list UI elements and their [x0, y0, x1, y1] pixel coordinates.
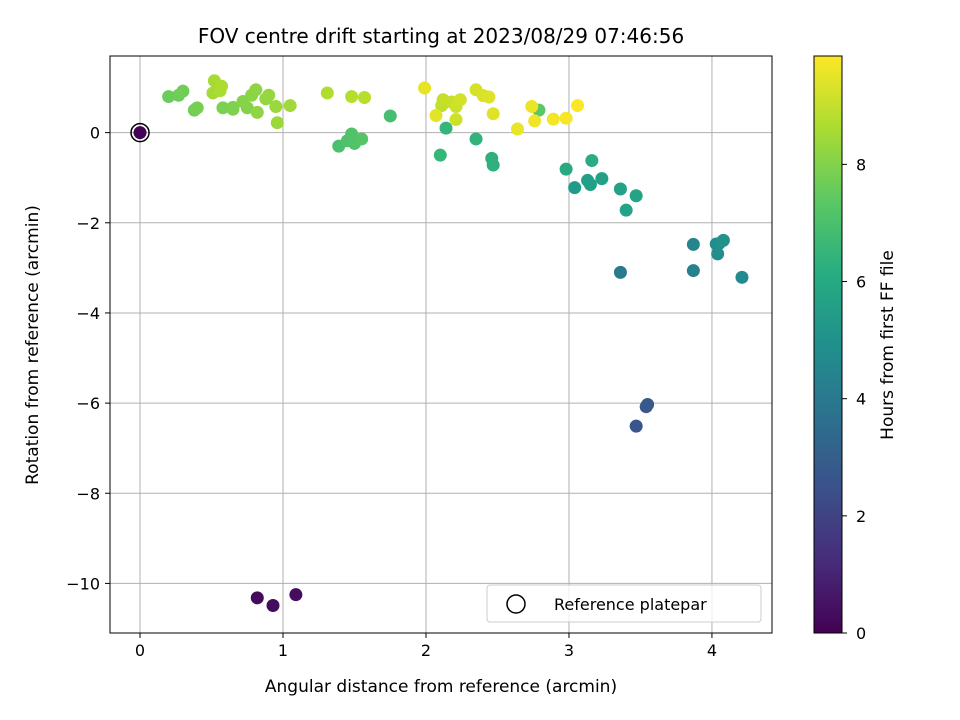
colorbar-tick-label: 0: [856, 624, 866, 643]
data-point: [355, 132, 369, 146]
data-point: [583, 177, 597, 191]
x-tick-label: 3: [564, 641, 574, 660]
x-tick-label: 1: [278, 641, 288, 660]
data-point: [453, 93, 467, 107]
colorbar-label: Hours from first FF file: [878, 250, 898, 440]
data-point: [546, 112, 560, 126]
data-point: [568, 181, 582, 195]
data-point: [250, 591, 264, 605]
colorbar: 0 2 4 6 8 Hours from first FF file: [813, 55, 898, 643]
grid-lines: [110, 56, 772, 633]
legend: Reference platepar: [486, 584, 762, 623]
data-point: [595, 172, 609, 186]
y-tick-label: −6: [76, 394, 100, 413]
data-point: [270, 116, 284, 130]
data-point: [735, 270, 749, 284]
data-point: [269, 99, 283, 113]
data-point: [486, 158, 500, 172]
data-point: [162, 90, 176, 104]
data-point: [226, 100, 240, 114]
reference-marker: [130, 122, 150, 143]
data-point: [383, 109, 397, 123]
y-tick-label: −4: [76, 304, 100, 323]
data-point: [262, 88, 276, 102]
plot-frame: [109, 55, 773, 634]
data-point: [613, 265, 627, 279]
data-point: [190, 101, 204, 115]
chart-title: FOV centre drift starting at 2023/08/29 …: [198, 24, 684, 48]
data-point: [433, 148, 447, 162]
data-point: [629, 419, 643, 433]
data-point: [469, 132, 483, 146]
scatter-points: [130, 74, 749, 613]
data-point: [249, 83, 263, 97]
data-point: [176, 84, 190, 98]
data-point: [559, 111, 573, 125]
data-point: [641, 397, 655, 411]
colorbar-tick-label: 2: [856, 507, 866, 526]
data-point: [559, 162, 573, 176]
x-tick-label: 4: [707, 641, 717, 660]
y-axis-label: Rotation from reference (arcmin): [23, 205, 43, 485]
colorbar-tick-label: 4: [856, 390, 866, 409]
colorbar-gradient: [813, 55, 843, 634]
data-point: [613, 182, 627, 196]
data-point: [482, 90, 496, 104]
data-point: [449, 113, 463, 127]
y-tick-label: −2: [76, 214, 100, 233]
data-point: [216, 101, 230, 115]
data-point: [250, 105, 264, 119]
x-tick-label: 2: [421, 641, 431, 660]
data-point: [711, 247, 725, 261]
data-point: [266, 599, 280, 613]
axis-ticks: 0 1 2 3 4 −10 −8 −6 −4 −2 0: [66, 124, 717, 660]
data-point: [345, 90, 359, 104]
data-point: [418, 81, 432, 95]
data-point: [716, 233, 730, 247]
data-point: [571, 99, 585, 113]
data-point: [686, 237, 700, 251]
data-point: [486, 107, 500, 121]
data-point: [215, 79, 229, 93]
data-point: [439, 121, 453, 135]
data-point: [686, 264, 700, 278]
data-point: [289, 588, 303, 602]
x-tick-label: 0: [135, 641, 145, 660]
y-tick-label: 0: [90, 124, 100, 143]
data-point: [619, 203, 633, 217]
y-tick-label: −10: [66, 574, 100, 593]
data-point: [133, 126, 147, 140]
data-point: [510, 122, 524, 136]
colorbar-tick-label: 8: [856, 155, 866, 174]
data-point: [283, 99, 297, 113]
legend-label: Reference platepar: [554, 595, 707, 614]
colorbar-tick-label: 6: [856, 273, 866, 292]
data-point: [429, 109, 443, 123]
x-axis-label: Angular distance from reference (arcmin): [265, 677, 617, 697]
data-point: [629, 189, 643, 203]
data-point: [358, 90, 372, 104]
data-point: [320, 86, 334, 100]
data-point: [528, 114, 542, 128]
colorbar-ticks: 0 2 4 6 8: [842, 155, 866, 643]
data-point: [585, 154, 599, 168]
data-point: [525, 99, 539, 113]
legend-box: [486, 584, 762, 623]
y-tick-label: −8: [76, 484, 100, 503]
legend-marker: [506, 594, 526, 614]
